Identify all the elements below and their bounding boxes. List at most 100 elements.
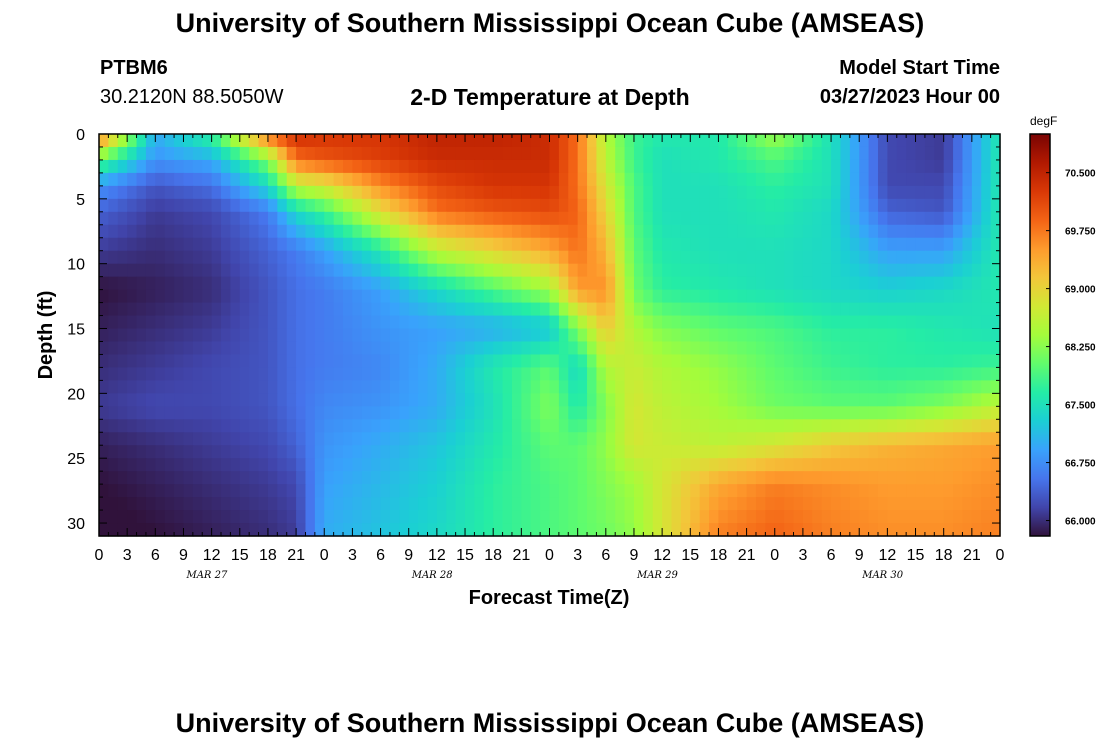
heatmap-cell [314,341,325,356]
heatmap-cell [183,354,194,369]
heatmap-cell [230,328,241,343]
heatmap-cell [239,406,250,420]
heatmap-cell [605,471,616,485]
heatmap-cell [671,289,682,304]
heatmap-cell [418,185,429,200]
heatmap-cell [380,289,391,304]
heatmap-cell [859,458,870,472]
heatmap-cell [361,393,372,407]
heatmap-cell [633,354,644,369]
heatmap-cell [155,315,166,330]
heatmap-cell [465,458,476,472]
heatmap-cell [145,497,156,511]
heatmap-cell [511,523,522,537]
heatmap-cell [859,198,870,213]
heatmap-cell [530,134,541,148]
heatmap-cell [652,224,663,239]
heatmap-cell [596,211,607,226]
heatmap-cell [859,445,870,459]
heatmap-cell [427,185,438,200]
heatmap-cell [145,471,156,485]
heatmap-cell [305,134,316,148]
heatmap-cell [802,523,813,537]
heatmap-cell [267,134,278,148]
heatmap-cell [652,523,663,537]
heatmap-cell [314,289,325,304]
heatmap-cell [145,458,156,472]
heatmap-cell [211,211,222,226]
heatmap-cell [286,471,297,485]
heatmap-cell [221,198,231,213]
heatmap-cell [521,354,532,369]
heatmap-cell [765,172,776,187]
heatmap-cell [821,471,832,485]
heatmap-cell [474,497,485,511]
heatmap-cell [399,510,410,524]
heatmap-cell [981,172,992,187]
heatmap-cell [296,393,307,407]
heatmap-cell [981,289,992,304]
heatmap-cell [465,445,476,459]
heatmap-cell [934,497,945,511]
heatmap-cell [155,393,166,407]
heatmap-cell [643,471,654,485]
heatmap-cell [868,419,879,433]
heatmap-cell [511,471,522,485]
heatmap-cell [296,289,307,304]
heatmap-cell [915,172,926,187]
heatmap-cell [493,224,504,239]
heatmap-cell [784,289,795,304]
heatmap-cell [924,484,935,498]
heatmap-cell [718,328,729,343]
heatmap-cell [662,393,673,407]
heatmap-cell [474,146,485,161]
heatmap-cell [333,341,344,356]
heatmap-cell [802,172,813,187]
heatmap-cell [502,484,513,498]
heatmap-cell [624,315,635,330]
heatmap-cell [671,432,682,446]
heatmap-cell [239,237,250,252]
heatmap-cell [136,276,147,291]
heatmap-cell [465,211,476,226]
heatmap-cell [333,172,344,187]
heatmap-cell [877,250,888,265]
heatmap-cell [934,367,945,381]
heatmap-cell [211,328,222,343]
heatmap-cell [896,198,907,213]
heatmap-cell [690,185,701,200]
heatmap-cell [633,134,644,148]
heatmap-cell [343,250,354,265]
colorbar-label: degF [1030,114,1057,128]
x-tick-label: 6 [376,547,385,564]
heatmap-cell [577,484,588,498]
heatmap-cell [418,237,429,252]
heatmap-cell [671,263,682,278]
heatmap-cell [953,458,964,472]
heatmap-cell [558,302,569,317]
heatmap-cell [906,302,917,317]
heatmap-cell [296,172,307,187]
heatmap-cell [117,146,128,161]
heatmap-cell [192,432,203,446]
heatmap-cell [296,484,307,498]
heatmap-cell [990,484,1001,498]
heatmap-cell [136,510,147,524]
heatmap-cell [962,367,973,381]
heatmap-cell [765,367,776,381]
heatmap-cell [380,276,391,291]
heatmap-cell [690,367,701,381]
heatmap-cell [511,354,522,369]
heatmap-cell [793,523,804,537]
heatmap-cell [605,419,616,433]
heatmap-cell [831,185,842,200]
heatmap-cell [943,497,954,511]
heatmap-cell [221,393,231,407]
heatmap-cell [267,445,278,459]
heatmap-cell [465,419,476,433]
heatmap-cell [934,341,945,356]
heatmap-cell [924,134,935,148]
heatmap-cell [718,263,729,278]
heatmap-cell [249,341,260,356]
heatmap-cell [615,523,626,537]
